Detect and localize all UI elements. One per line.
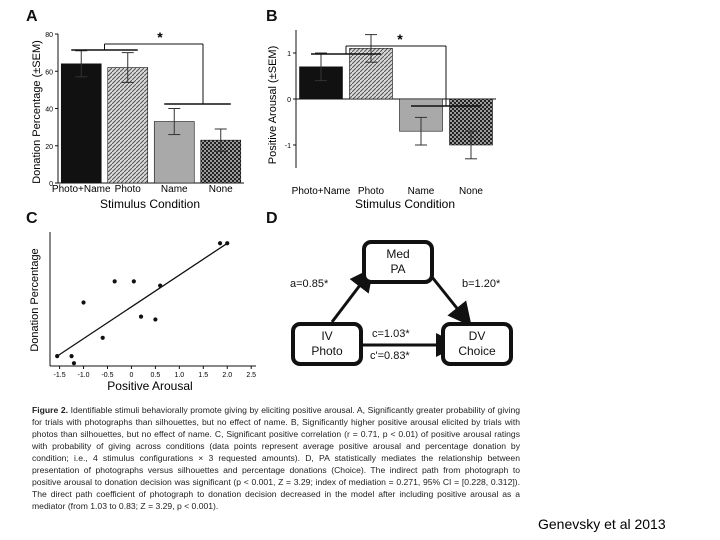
significance-star: * (157, 29, 163, 45)
category-label: Name (161, 184, 188, 195)
y-tick-label: 1 (287, 51, 291, 58)
panel-label-c: C (26, 210, 38, 227)
x-tick-label: 0.5 (151, 372, 161, 379)
caption-label: Figure 2. (32, 405, 69, 415)
iv-sub: Photo (311, 344, 343, 358)
y-tick-label: 80 (45, 32, 53, 39)
chart-c-ylabel: Donation Percentage (29, 248, 41, 351)
mediator-label: Med (386, 247, 410, 261)
caption-text: Identifiable stimuli behaviorally promot… (32, 405, 520, 511)
path-c-label: c=1.03* (372, 328, 410, 340)
scatter-point (131, 279, 136, 284)
scatter-point (55, 354, 60, 359)
panel-label-b: B (266, 8, 278, 25)
dv-sub: Choice (458, 344, 496, 358)
x-tick-label: 1.5 (198, 372, 208, 379)
y-tick-label: 20 (45, 144, 53, 151)
x-tick-label: -1.0 (78, 372, 90, 379)
chart-c-xlabel: Positive Arousal (107, 379, 192, 393)
scatter-point (112, 279, 117, 284)
scatter-point (69, 354, 74, 359)
x-tick-label: 1.0 (174, 372, 184, 379)
chart-c-scatter: Donation Percentage -1.5 -1.0 -0.5 0 0.5 1.0 1… (29, 232, 256, 393)
panel-label-d: D (266, 210, 278, 227)
category-label: None (209, 184, 233, 195)
category-label: Photo+Name (52, 184, 111, 195)
scatter-point (138, 314, 144, 319)
chart-b-ylabel: Positive Arousal (±SEM) (267, 46, 279, 165)
y-tick-label: 40 (45, 107, 53, 114)
category-label: Name (408, 186, 435, 197)
citation-credit: Genevsky et al 2013 (538, 516, 666, 532)
regression-line (56, 242, 228, 357)
scatter-point (153, 317, 158, 322)
x-tick-label: 2.5 (246, 372, 256, 379)
chart-a-ylabel: Donation Percentage (±SEM) (31, 40, 43, 184)
iv-label: IV (321, 329, 333, 343)
chart-b-xlabel: Stimulus Condition (355, 197, 455, 211)
bar (107, 67, 149, 184)
iv-box: IV Photo (291, 322, 363, 366)
scatter-point (158, 283, 163, 288)
bar (60, 63, 102, 184)
x-tick-label: -0.5 (101, 372, 113, 379)
mediator-box: Med PA (362, 240, 434, 284)
scatter-point (100, 335, 105, 340)
mediator-sub: PA (390, 262, 406, 276)
category-label: Photo (115, 184, 142, 195)
figure-caption: Figure 2. Identifiable stimuli behaviora… (32, 404, 520, 512)
x-tick-label: 0 (129, 372, 133, 379)
scatter-point (225, 241, 230, 246)
category-label: Photo (358, 186, 385, 197)
significance-star: * (397, 31, 403, 47)
y-tick-label: -1 (285, 143, 291, 150)
chart-a-donation: Donation Percentage (±SEM) 0 20 40 60 80 Phot… (31, 29, 244, 211)
chart-b-arousal: Positive Arousal (±SEM) -1 0 1 Photo+Name Ph… (267, 30, 496, 211)
panel-label-a: A (26, 8, 38, 25)
y-tick-label: 0 (49, 181, 53, 188)
category-label: None (459, 186, 483, 197)
dv-box: DV Choice (441, 322, 513, 366)
scatter-point (71, 361, 77, 366)
bar (200, 139, 242, 184)
dv-label: DV (468, 329, 486, 343)
path-c-prime-label: c'=0.83* (370, 350, 410, 362)
path-a-label: a=0.85* (290, 278, 329, 290)
scatter-point (217, 241, 223, 246)
scatter-point (81, 300, 86, 305)
y-tick-label: 0 (287, 97, 291, 104)
y-tick-label: 60 (45, 69, 53, 76)
chart-a-xlabel: Stimulus Condition (100, 197, 200, 211)
path-b-label: b=1.20* (462, 278, 501, 290)
x-tick-label: -1.5 (54, 372, 66, 379)
path-b-arrow (426, 271, 472, 327)
x-tick-label: 2.0 (222, 372, 232, 379)
category-label: Photo+Name (292, 186, 351, 197)
